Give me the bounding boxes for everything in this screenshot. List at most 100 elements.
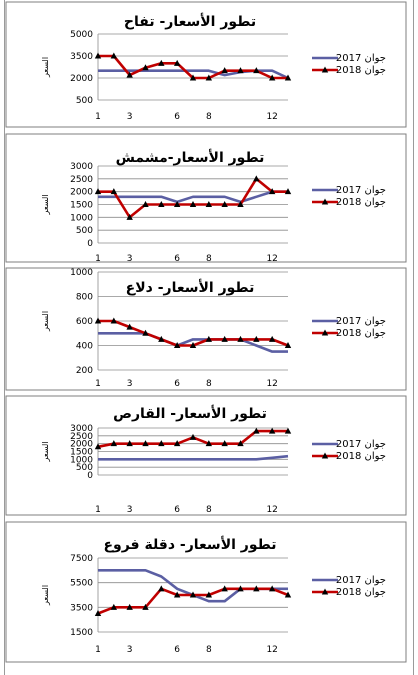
y-axis-label: السعر [41,585,50,606]
x-tick-label: 6 [174,379,180,389]
y-tick-label: 500 [76,226,93,236]
x-tick-label: 3 [127,379,133,389]
data-point [110,52,118,59]
data-point [126,323,133,330]
data-point [173,59,181,66]
x-tick-label: 12 [266,379,277,389]
y-tick-label: 500 [76,96,93,106]
data-point [189,74,197,81]
data-point [268,427,276,434]
y-tick-label: 2000 [70,74,93,84]
legend-label-2017: جوان 2017 [336,316,386,327]
x-tick-label: 8 [206,645,212,655]
data-point [237,440,244,447]
data-point [221,201,228,207]
data-point [268,585,276,592]
data-point [173,591,181,598]
x-tick-label: 8 [206,254,212,264]
data-point [237,67,244,74]
y-tick-label: 3000 [70,162,93,172]
data-point [94,443,102,450]
data-point [126,603,133,610]
data-point [284,74,292,81]
y-tick-label: 400 [76,342,93,352]
y-tick-label: 1500 [70,448,93,458]
x-tick-label: 6 [174,505,180,515]
data-point [142,201,149,207]
y-axis-label: السعر [41,311,50,332]
data-point [189,342,197,348]
data-point [173,440,181,447]
data-point [189,201,197,207]
legend-label-2018: جوان 2018 [336,451,386,462]
x-tick-label: 12 [266,645,277,655]
y-tick-label: 3000 [70,424,93,434]
data-point [173,342,181,348]
data-point [142,329,149,336]
x-tick-label: 12 [266,505,277,515]
x-tick-label: 1 [95,505,101,515]
y-tick-label: 3500 [70,603,93,613]
y-tick-label: 2500 [70,432,93,442]
data-point [142,64,149,71]
data-point [284,188,292,195]
x-tick-label: 3 [127,645,133,655]
data-point [142,440,149,447]
data-point [237,201,244,207]
data-point [158,440,165,447]
data-point [205,335,213,342]
data-point [158,59,165,66]
data-point [110,440,118,447]
legend-label-2018: جوان 2018 [336,328,386,339]
data-point [205,74,213,81]
x-tick-label: 8 [206,505,212,515]
y-tick-label: 1000 [70,213,93,223]
chart-panel-1: تطور الأسعار- تفاح 500 2000 3500 5000 السعر 1 3… [5,1,407,128]
data-point [110,188,118,195]
y-tick-label: 800 [76,293,93,303]
panel-border [5,395,407,516]
y-tick-label: 1500 [70,201,93,211]
y-axis-label: السعر [41,194,50,215]
legend-marker [321,329,329,336]
data-point [110,603,118,610]
page-edge-right [413,0,414,675]
chart-panel-2: تطور الأسعار-مشمش 0 500 1000 1500 2000 2500 300… [5,133,407,264]
y-tick-label: 0 [87,239,93,249]
chart-title: تطور الأسعار- القارص [113,405,267,422]
legend-marker [321,588,329,595]
chart-title: تطور الأسعار- دقلة فروع [103,536,276,553]
panel-border [5,521,407,663]
data-point [189,433,197,440]
y-tick-label: 1000 [70,455,93,465]
y-tick-label: 200 [76,366,93,376]
x-tick-label: 12 [266,112,277,122]
panel-border [5,1,407,128]
data-point [126,71,133,78]
data-point [142,603,149,610]
data-point [268,335,276,342]
x-tick-label: 6 [174,112,180,122]
data-point [284,342,292,348]
chart-panel-4: تطور الأسعار- القارص 05001000150020002500… [5,395,407,516]
data-point [253,175,260,182]
legend-label-2018: جوان 2018 [336,587,386,598]
legend-label-2017: جوان 2017 [336,185,386,196]
data-point [158,335,165,342]
y-tick-label: 1000 [70,268,93,278]
data-point [221,440,228,447]
x-tick-label: 1 [95,379,101,389]
legend-label-2018: جوان 2018 [336,197,386,208]
x-tick-label: 1 [95,645,101,655]
x-tick-label: 8 [206,112,212,122]
legend-label-2018: جوان 2018 [336,65,386,76]
data-point [126,213,133,220]
data-point [94,188,102,195]
x-tick-label: 3 [127,254,133,264]
legend-marker [321,66,329,73]
data-point [158,585,165,592]
data-point [237,585,244,592]
data-point [94,317,102,324]
data-point [253,585,260,592]
